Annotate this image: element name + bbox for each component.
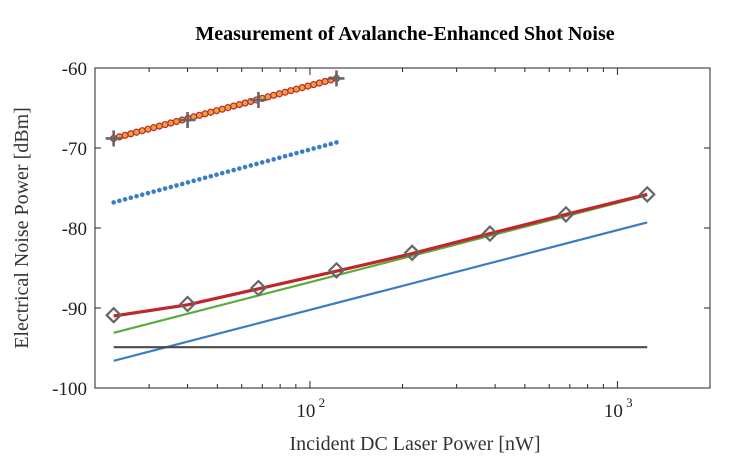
x-axis-label: Incident DC Laser Power [nW] xyxy=(289,433,540,455)
series-0-point xyxy=(265,158,271,164)
series-6-diamond-marker xyxy=(249,279,267,297)
series-0-point xyxy=(277,155,282,161)
series-1-point xyxy=(310,80,318,89)
series-1-point xyxy=(218,105,226,113)
series-0-point xyxy=(334,140,339,145)
x-tick-exponent: 3 xyxy=(626,395,633,410)
series-1-point xyxy=(121,131,129,139)
series-6-diamond-marker xyxy=(105,306,123,324)
series-6-diamond-marker xyxy=(403,244,421,262)
series-1-point xyxy=(287,87,295,95)
series-1-point xyxy=(304,82,312,90)
series-0-point xyxy=(219,170,225,176)
series-1-point xyxy=(315,79,323,87)
x-tick-label: 10 xyxy=(296,401,315,422)
series-1-point xyxy=(155,122,163,130)
series-3-line xyxy=(113,221,648,362)
series-6-diamond-marker xyxy=(638,185,656,203)
series-5-line xyxy=(113,192,648,318)
series-1-point xyxy=(281,88,289,96)
series-0-point xyxy=(168,184,174,190)
series-0-point xyxy=(282,153,288,159)
series-0-point xyxy=(157,187,162,193)
series-1-point xyxy=(150,124,158,132)
series-1-point xyxy=(224,104,232,112)
x-tick-exponent: 2 xyxy=(319,395,326,410)
series-0-point xyxy=(214,172,219,178)
series-0-point xyxy=(208,173,214,179)
series-0-point xyxy=(242,164,248,170)
series-6-diamond-marker xyxy=(327,261,346,279)
series-0-point xyxy=(145,190,151,196)
series-0-point xyxy=(122,197,128,202)
series-1-point xyxy=(241,99,249,107)
series-0-point xyxy=(202,175,208,181)
series-1-point xyxy=(212,107,221,115)
series-1-point xyxy=(275,90,283,98)
series-0-point xyxy=(305,147,311,153)
series-1-point xyxy=(298,84,306,92)
series-0-point xyxy=(254,161,259,167)
series-1-point xyxy=(235,100,243,109)
series-0-point xyxy=(299,149,305,154)
series-1-point xyxy=(138,127,146,135)
series-1-point xyxy=(167,119,175,127)
series-2-plus-marker xyxy=(328,70,345,87)
y-tick-label: -60 xyxy=(62,59,87,80)
series-0-point xyxy=(179,181,185,187)
series-0-point xyxy=(225,169,231,174)
series-1-point xyxy=(144,125,152,133)
series-0-point xyxy=(139,192,145,198)
series-0-point xyxy=(294,150,299,156)
y-tick-label: -90 xyxy=(62,299,87,320)
series-6-diamond-marker xyxy=(179,295,197,313)
series-0-point xyxy=(288,152,294,158)
series-0-point xyxy=(259,160,265,165)
x-tick-label: 10 xyxy=(604,401,623,422)
series-2-plus-marker xyxy=(105,130,122,147)
series-1-point xyxy=(321,77,329,86)
series-1-point xyxy=(161,120,169,129)
y-axis-label: Electrical Noise Power [dBm] xyxy=(11,107,33,349)
series-1-point xyxy=(230,102,238,110)
series-0-point xyxy=(134,193,139,199)
series-0-point xyxy=(162,186,168,191)
series-0-point xyxy=(311,146,316,151)
chart-title: Measurement of Avalanche-Enhanced Shot N… xyxy=(195,23,614,45)
series-1-point xyxy=(127,130,135,138)
series-1-point xyxy=(172,117,181,126)
series-0-point xyxy=(117,198,122,204)
y-tick-label: -70 xyxy=(62,139,87,160)
series-1-point xyxy=(270,91,278,99)
series-4-line xyxy=(113,194,648,334)
series-0-point xyxy=(174,183,179,188)
series-0-point xyxy=(111,200,116,205)
series-0-point xyxy=(317,144,322,150)
series-0-point xyxy=(328,141,334,147)
series-0-point xyxy=(191,178,196,184)
series-6-diamond-marker xyxy=(557,205,575,223)
series-1-point xyxy=(207,108,215,116)
series-2-plus-marker xyxy=(250,92,267,108)
series-0-point xyxy=(151,189,156,194)
series-1-point xyxy=(201,110,209,118)
series-0-point xyxy=(248,163,254,168)
y-tick-label: -100 xyxy=(52,379,87,400)
series-0-point xyxy=(128,195,134,201)
series-0-point xyxy=(271,157,276,162)
series-0-point xyxy=(197,177,202,182)
series-0-point xyxy=(237,166,242,171)
series-0-point xyxy=(322,143,328,148)
plot-area xyxy=(105,70,656,362)
series-0-point xyxy=(231,167,236,173)
series-2-plus-marker xyxy=(179,112,196,128)
series-1-point xyxy=(195,111,203,119)
series-1-point xyxy=(292,85,301,93)
y-tick-label: -80 xyxy=(62,219,87,240)
series-0-point xyxy=(185,180,191,185)
series-6-diamond-marker xyxy=(481,225,499,243)
series-1-point xyxy=(132,128,141,136)
